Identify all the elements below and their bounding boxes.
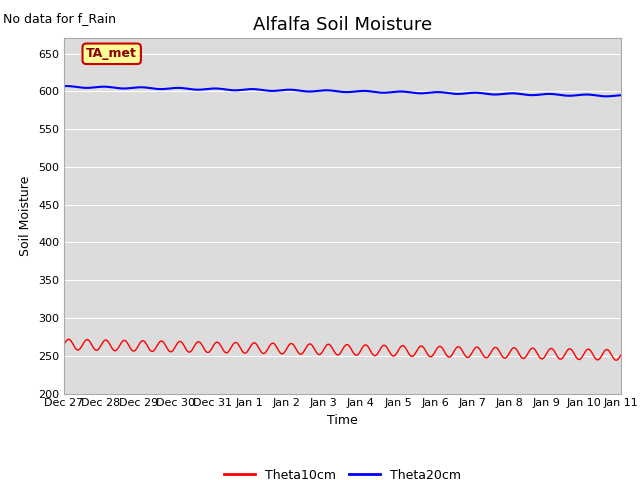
Title: Alfalfa Soil Moisture: Alfalfa Soil Moisture — [253, 16, 432, 34]
Legend: Theta10cm, Theta20cm: Theta10cm, Theta20cm — [219, 464, 466, 480]
X-axis label: Time: Time — [327, 414, 358, 427]
Y-axis label: Soil Moisture: Soil Moisture — [19, 176, 33, 256]
Text: No data for f_Rain: No data for f_Rain — [3, 12, 116, 25]
Text: TA_met: TA_met — [86, 47, 137, 60]
